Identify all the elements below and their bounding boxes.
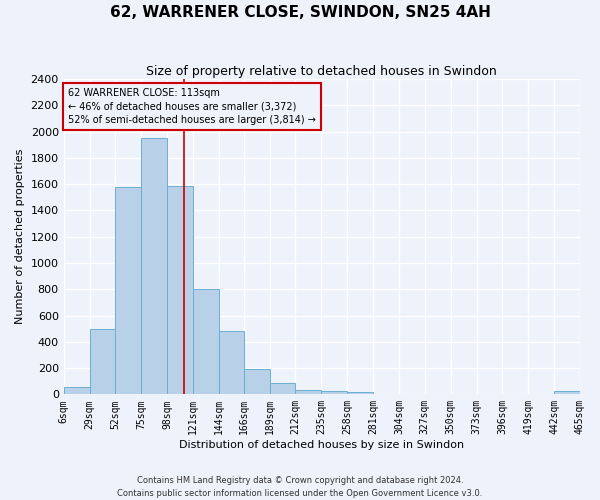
Bar [347, 392, 373, 394]
Bar [554, 392, 580, 394]
Text: Contains HM Land Registry data © Crown copyright and database right 2024.
Contai: Contains HM Land Registry data © Crown c… [118, 476, 482, 498]
Bar [295, 390, 321, 394]
Bar [64, 387, 89, 394]
Text: 62 WARRENER CLOSE: 113sqm
← 46% of detached houses are smaller (3,372)
52% of se: 62 WARRENER CLOSE: 113sqm ← 46% of detac… [68, 88, 316, 125]
X-axis label: Distribution of detached houses by size in Swindon: Distribution of detached houses by size … [179, 440, 464, 450]
Text: 62, WARRENER CLOSE, SWINDON, SN25 4AH: 62, WARRENER CLOSE, SWINDON, SN25 4AH [110, 5, 490, 20]
Bar [89, 328, 115, 394]
Bar [321, 390, 347, 394]
Bar [244, 368, 269, 394]
Bar [219, 332, 244, 394]
Bar [141, 138, 167, 394]
Y-axis label: Number of detached properties: Number of detached properties [15, 149, 25, 324]
Bar [193, 290, 219, 395]
Bar [167, 186, 193, 394]
Bar [269, 382, 295, 394]
Bar [115, 187, 141, 394]
Title: Size of property relative to detached houses in Swindon: Size of property relative to detached ho… [146, 65, 497, 78]
